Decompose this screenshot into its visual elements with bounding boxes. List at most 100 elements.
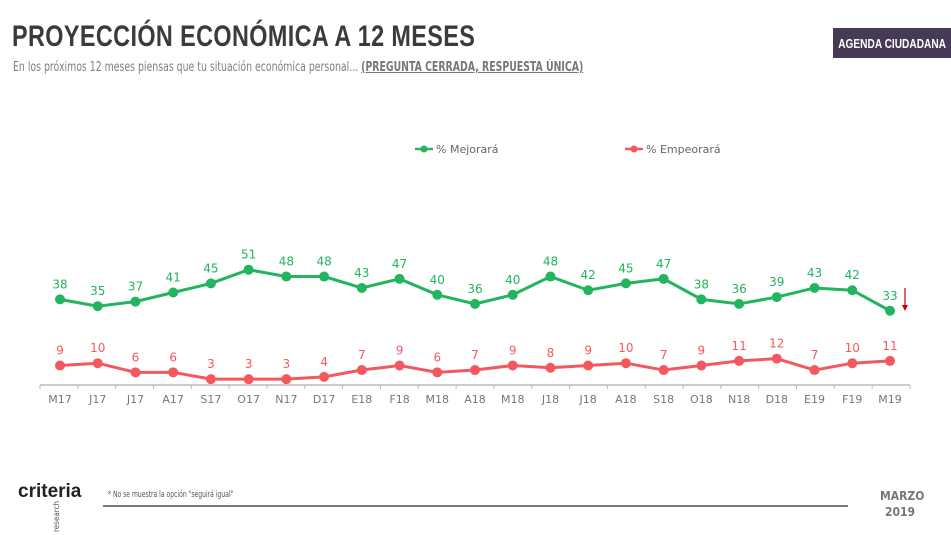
data-point xyxy=(205,374,216,385)
data-label: 11 xyxy=(731,339,746,353)
x-tick-label: A17 xyxy=(162,393,184,406)
data-label: 42 xyxy=(845,268,860,282)
line-chart: M17 J17 J17 A17 S17 O17 N17 D17 E18 F18 M18 A18 M18 J… xyxy=(39,143,911,406)
data-point xyxy=(319,371,330,382)
data-point xyxy=(734,298,745,309)
footer-divider xyxy=(103,505,848,507)
data-point xyxy=(583,285,594,296)
x-tick-label: O18 xyxy=(690,393,713,406)
data-label: 38 xyxy=(52,277,67,291)
data-point xyxy=(470,365,480,376)
data-label: 10 xyxy=(845,341,860,355)
x-tick-label: J17 xyxy=(88,393,106,406)
data-label: 48 xyxy=(316,255,331,269)
data-point xyxy=(771,292,782,303)
x-tick-label: D17 xyxy=(313,393,335,406)
data-point xyxy=(55,360,65,371)
x-tick-label: A18 xyxy=(464,393,486,406)
data-point xyxy=(809,365,820,376)
data-label: 39 xyxy=(769,275,784,289)
data-point xyxy=(696,294,707,305)
legend-marker xyxy=(420,145,428,153)
data-point xyxy=(394,360,405,371)
data-point xyxy=(432,289,443,300)
x-tick-label: M18 xyxy=(426,393,450,406)
report-year: 2019 xyxy=(884,505,916,519)
x-tick-label: O17 xyxy=(237,393,260,406)
x-tick-label: N18 xyxy=(728,393,750,406)
data-label: 45 xyxy=(203,261,218,275)
data-point xyxy=(620,278,631,289)
data-label: 36 xyxy=(731,282,746,296)
data-label: 6 xyxy=(433,350,441,364)
data-point xyxy=(92,358,103,369)
data-label: 9 xyxy=(56,343,64,357)
data-label: 48 xyxy=(543,255,558,269)
data-label: 51 xyxy=(241,248,256,262)
section-badge: AGENDA CIUDADANA xyxy=(833,28,951,58)
data-point xyxy=(319,271,330,282)
data-label: 11 xyxy=(882,339,897,353)
series-empeorara: 9 10 6 6 3 3 3 4 7 9 6 7 9 8 9 10 7 9 11 12 7 10 11 xyxy=(55,337,898,385)
data-label: 6 xyxy=(132,350,140,364)
data-point xyxy=(658,365,669,376)
data-label: 42 xyxy=(581,268,596,282)
data-label: 38 xyxy=(694,277,709,291)
data-point xyxy=(847,285,858,296)
data-label: 37 xyxy=(128,280,143,294)
x-tick-label: J17 xyxy=(126,393,144,406)
data-label: 7 xyxy=(811,348,819,362)
data-point xyxy=(205,278,216,289)
data-point xyxy=(432,367,443,378)
data-label: 7 xyxy=(358,348,366,362)
data-label: 12 xyxy=(769,337,784,351)
data-label: 43 xyxy=(807,266,822,280)
data-point xyxy=(734,355,745,366)
data-label: 35 xyxy=(90,284,105,298)
data-point xyxy=(168,367,179,378)
data-label: 6 xyxy=(169,350,177,364)
x-tick-label: N17 xyxy=(275,393,297,406)
data-label: 9 xyxy=(584,343,592,357)
data-point xyxy=(281,271,292,282)
data-point xyxy=(356,365,367,376)
data-label: 47 xyxy=(656,257,671,271)
x-tick-label: J18 xyxy=(541,393,559,406)
data-label: 10 xyxy=(90,341,105,355)
x-tick-label: J18 xyxy=(579,393,597,406)
legend-marker xyxy=(630,145,638,153)
data-point xyxy=(885,355,895,366)
data-label: 43 xyxy=(354,266,369,280)
data-label: 9 xyxy=(396,343,404,357)
data-point xyxy=(507,360,518,371)
report-date: MARZO 2019 xyxy=(880,488,924,520)
data-point xyxy=(771,353,782,364)
data-label: 9 xyxy=(509,343,517,357)
x-tick-label: S18 xyxy=(653,393,674,406)
data-point xyxy=(583,360,594,371)
x-tick-label: A18 xyxy=(615,393,637,406)
data-point xyxy=(658,273,669,284)
data-point xyxy=(696,360,707,371)
x-tick-label: M17 xyxy=(48,393,72,406)
x-tick-label: S17 xyxy=(200,393,221,406)
data-label: 40 xyxy=(430,273,445,287)
data-label: 41 xyxy=(166,271,181,285)
question-text: En los próximos 12 meses piensas que tu … xyxy=(13,60,583,75)
data-point xyxy=(130,296,141,307)
legend-label: % Mejorará xyxy=(436,143,499,156)
data-label: 8 xyxy=(547,346,555,360)
data-point xyxy=(809,282,820,293)
badge-label: AGENDA CIUDADANA xyxy=(838,35,946,51)
x-tick-label: M18 xyxy=(501,393,525,406)
data-label: 48 xyxy=(279,255,294,269)
data-label: 3 xyxy=(245,357,253,371)
x-tick-label: M19 xyxy=(878,393,902,406)
page-title: PROYECCIÓN ECONÓMICA A 12 MESES xyxy=(12,20,476,53)
data-point xyxy=(92,301,103,312)
data-point xyxy=(847,358,858,369)
series-mejorara: 38 35 37 41 45 51 48 48 43 47 40 36 40 48 42 45 47 38 36 39… xyxy=(52,248,898,316)
data-point xyxy=(168,287,179,298)
data-point xyxy=(470,298,480,309)
data-label: 7 xyxy=(660,348,668,362)
